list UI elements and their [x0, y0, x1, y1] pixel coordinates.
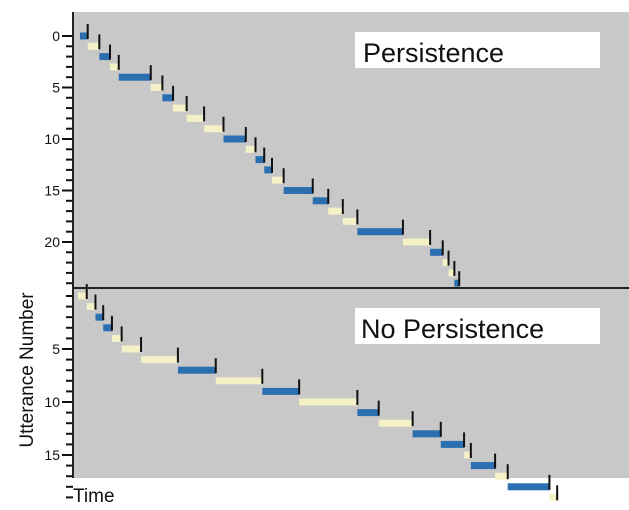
panel-label-box-no-persistence — [355, 308, 600, 344]
utterance-bar — [245, 145, 256, 153]
utterance-bar — [264, 166, 272, 174]
panel-label-no-persistence: No Persistence — [361, 314, 544, 344]
utterance-bar — [342, 217, 358, 225]
utterance-bar — [95, 313, 104, 321]
utterance-bar — [255, 156, 265, 164]
utterance-bar — [312, 197, 329, 205]
utterance-bar — [402, 238, 431, 246]
chart-marks: 0 5 10 15 20 5 10 15 — [44, 24, 559, 501]
y-tick-label: 5 — [52, 80, 60, 96]
y-axis-title: Utterance Number — [17, 292, 38, 448]
utterance-bar — [448, 269, 455, 277]
utterance-bar — [110, 63, 119, 71]
utterance-bar — [173, 104, 187, 112]
utterance-bar — [442, 259, 449, 267]
utterance-bar — [87, 42, 100, 50]
utterance-bar — [177, 366, 216, 374]
y-tick-label: 10 — [44, 131, 60, 147]
utterance-bar — [328, 207, 343, 215]
utterance-bar — [283, 187, 313, 194]
utterance-bar — [204, 125, 224, 133]
x-axis-title: Time — [73, 486, 115, 507]
utterance-bar — [215, 377, 263, 385]
utterance-bar — [378, 419, 413, 427]
utterance-bar — [430, 248, 443, 256]
y-tick-label: 20 — [44, 234, 60, 250]
utterance-bar — [454, 279, 460, 287]
utterance-bar — [262, 387, 300, 395]
utterance-bar — [118, 73, 151, 81]
y-tick-label: 15 — [44, 447, 60, 463]
panel-label-persistence: Persistence — [363, 38, 504, 68]
panel-0-marks: 0 5 10 15 20 — [44, 24, 461, 287]
utterance-bar — [440, 440, 465, 448]
utterance-bar — [464, 451, 471, 459]
panel-1-marks: 5 10 15 — [44, 284, 559, 501]
utterance-bar — [86, 303, 96, 311]
panel-label-box-persistence — [355, 32, 600, 68]
utterance-bar — [141, 356, 178, 364]
utterance-bar — [299, 398, 358, 406]
utterance-bar — [357, 409, 379, 417]
utterance-bar — [272, 176, 284, 184]
utterance-bar — [99, 53, 111, 61]
utterance-bar — [78, 292, 87, 300]
y-tick-label: 5 — [52, 341, 60, 357]
utterance-bar — [79, 32, 88, 40]
utterance-bar — [412, 430, 441, 438]
utterance-bar — [495, 472, 508, 480]
utterance-bar — [470, 462, 496, 470]
utterance-bar — [150, 84, 163, 91]
plot-background — [73, 12, 629, 478]
utterance-bar — [549, 493, 558, 501]
utterance-bar — [121, 345, 142, 353]
y-tick-label: 10 — [44, 394, 60, 410]
utterance-bar — [186, 114, 205, 122]
utterance-bar — [223, 135, 246, 143]
utterance-bar — [111, 334, 122, 342]
y-tick-label: 15 — [44, 183, 60, 199]
utterance-bar — [162, 94, 174, 102]
utterance-bar — [357, 228, 403, 236]
y-tick-label: 0 — [52, 28, 60, 44]
utterance-bar — [507, 483, 550, 491]
utterance-bar — [103, 324, 112, 332]
